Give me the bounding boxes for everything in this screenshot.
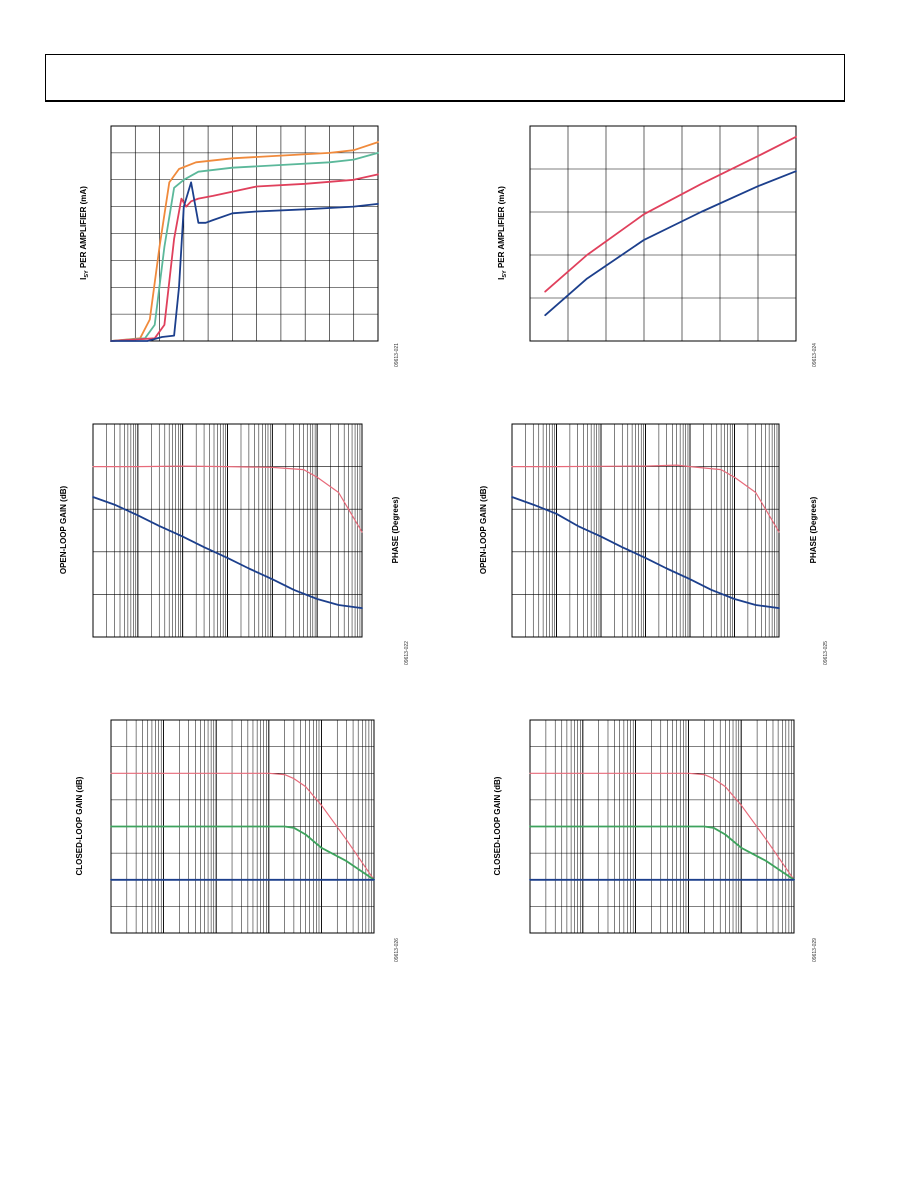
figure-code: 09613-022 [404,641,410,665]
y2-axis-label: PHASE (Degrees) [809,496,818,563]
series-line-red [544,135,797,293]
y-axis-label: CLOSED-LOOP GAIN (dB) [75,776,84,875]
figure-code: 09613-021 [394,343,400,367]
y-axis-label: OPEN-LOOP GAIN (dB) [479,486,488,575]
series-line-pink [511,464,780,533]
series-line-pink [92,465,363,533]
figure-code: 09613-029 [812,938,818,962]
series-line-red [110,173,379,342]
grid [110,125,379,342]
chart-open-loop-gain-2: OPEN-LOOP GAIN (dB) PHASE (Degrees) 0961… [479,423,829,665]
figure-code: 09613-024 [812,343,818,367]
figure-code: 09613-025 [823,641,829,665]
series-line-blue [511,496,780,609]
series-line-orange [110,141,379,342]
y-axis-label: ISY PER AMPLIFIER (mA) [497,186,508,280]
y-axis-label: ISY PER AMPLIFIER (mA) [79,186,90,280]
plot-frame [529,125,797,342]
chart-supply-current-1: ISY PER AMPLIFIER (mA) 09613-021 [79,125,400,367]
grid [529,719,795,934]
y-axis-label: CLOSED-LOOP GAIN (dB) [493,776,502,875]
grid [92,423,363,638]
grid [529,125,797,342]
chart-supply-current-2: ISY PER AMPLIFIER (mA) 09613-024 [497,125,818,367]
chart-open-loop-gain-1: OPEN-LOOP GAIN (dB) PHASE (Degrees) 0961… [59,423,410,665]
series-line-teal [110,152,379,342]
y2-axis-label: PHASE (Degrees) [391,496,400,563]
series-line-green [110,825,375,881]
chart-closed-loop-gain-1: CLOSED-LOOP GAIN (dB) 09613-026 [75,719,400,962]
page-header-box [45,54,845,102]
series-line-green [529,825,795,881]
grid [511,423,780,638]
series-line-blue [544,170,797,317]
series-line-blue [92,496,363,609]
series-line-pink [529,772,795,881]
figure-code: 09613-026 [394,938,400,962]
y-axis-label: OPEN-LOOP GAIN (dB) [59,486,68,575]
chart-closed-loop-gain-2: CLOSED-LOOP GAIN (dB) 09613-029 [493,719,818,962]
series-line-pink [110,772,375,881]
series-line-blue [110,181,379,342]
